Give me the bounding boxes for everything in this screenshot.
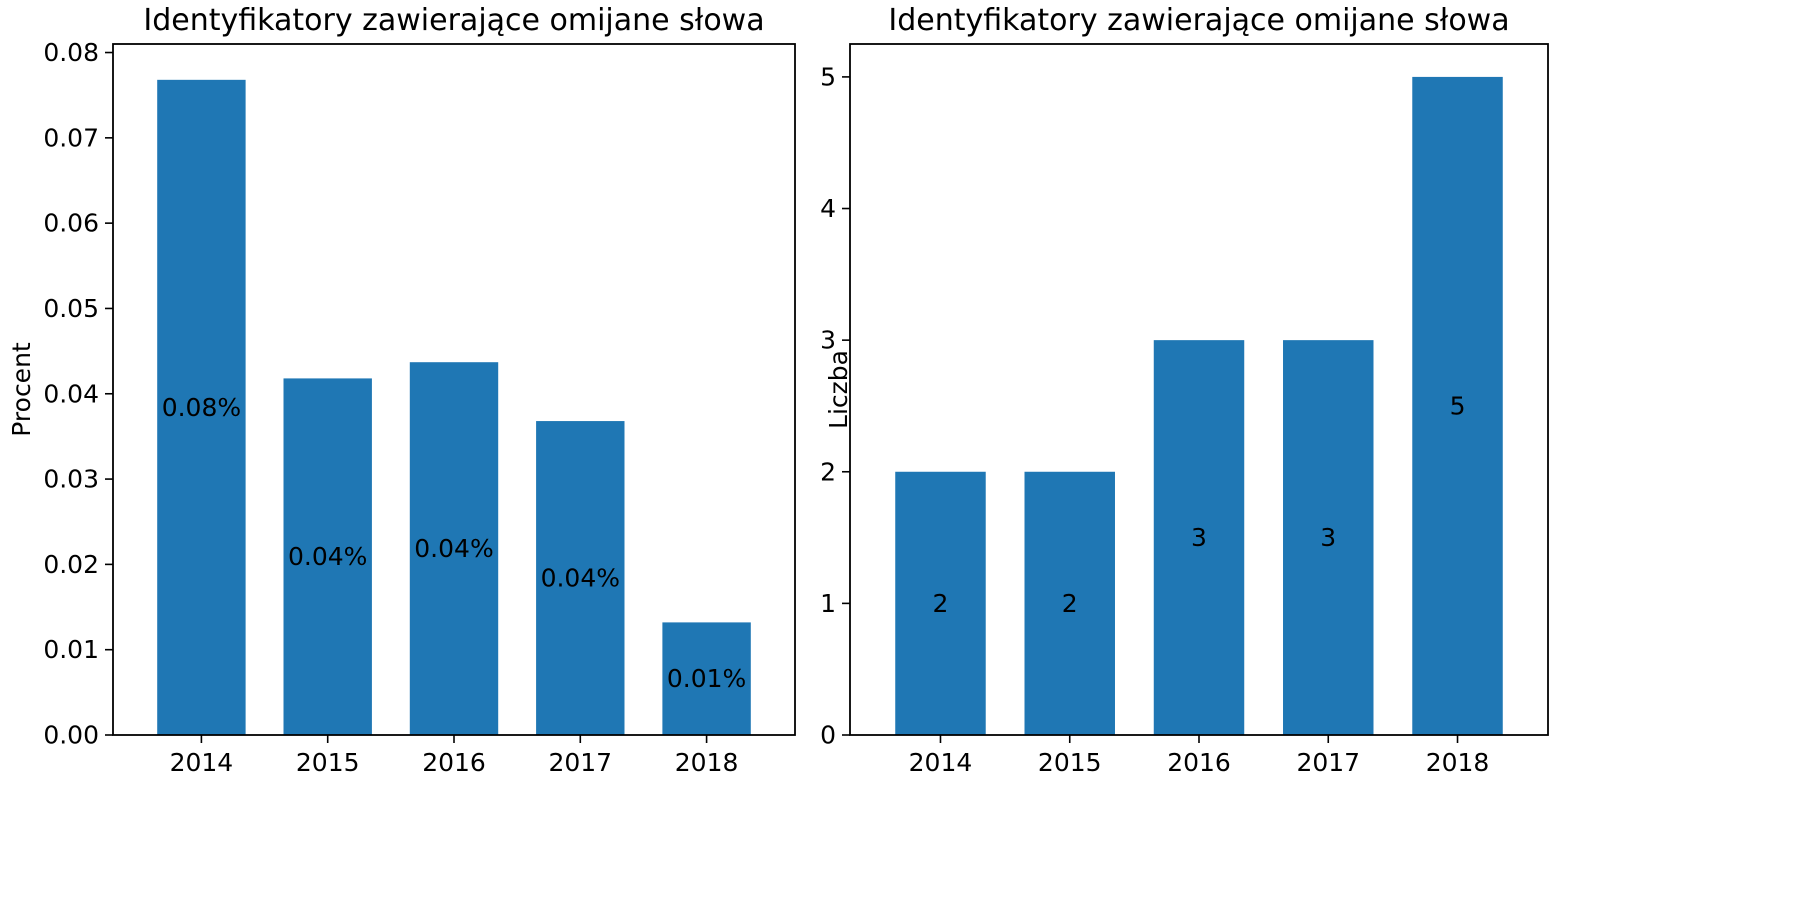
data-label-2014: 0.08% — [162, 393, 241, 422]
bar-2014 — [157, 79, 246, 735]
chart-title: Identyfikatory zawierające omijane słowa — [888, 3, 1509, 38]
data-label-2017: 3 — [1320, 523, 1336, 552]
bar-2017 — [1283, 340, 1374, 735]
bar-2015 — [283, 378, 372, 735]
chart-title: Identyfikatory zawierające omijane słowa — [143, 3, 764, 38]
y-tick-label: 0.03 — [43, 465, 99, 494]
data-label-2016: 3 — [1191, 523, 1207, 552]
data-label-2015: 0.04% — [288, 542, 367, 571]
y-axis-label: Procent — [7, 342, 36, 437]
x-tick-label: 2014 — [170, 748, 234, 777]
bar-2018 — [662, 622, 751, 735]
y-tick-label: 1 — [820, 589, 836, 618]
y-tick-label: 0 — [820, 721, 836, 750]
chart-left-percent: Identyfikatory zawierające omijane słowa… — [7, 3, 796, 777]
y-tick-label: 0.08 — [43, 38, 99, 67]
y-tick-label: 0.06 — [43, 209, 99, 238]
data-label-2016: 0.04% — [414, 534, 493, 563]
data-label-2018: 5 — [1450, 391, 1466, 420]
x-tick-label: 2016 — [1167, 748, 1231, 777]
y-tick-label: 2 — [820, 457, 836, 486]
y-tick-label: 0.04 — [43, 379, 99, 408]
data-label-2017: 0.04% — [541, 564, 620, 593]
bar-2016 — [1153, 340, 1245, 735]
data-label-2014: 2 — [933, 589, 949, 618]
y-tick-label: 5 — [820, 62, 836, 91]
y-tick-label: 0.02 — [43, 550, 99, 579]
data-label-2018: 0.01% — [667, 664, 746, 693]
y-tick-label: 0.07 — [43, 123, 99, 152]
y-tick-label: 3 — [820, 326, 836, 355]
y-axis-label: Liczba — [824, 350, 853, 429]
x-tick-label: 2014 — [909, 748, 973, 777]
data-label-2015: 2 — [1062, 589, 1078, 618]
x-tick-label: 2018 — [1426, 748, 1490, 777]
chart-right-count: Identyfikatory zawierające omijane słowa… — [820, 3, 1549, 777]
x-tick-label: 2018 — [675, 748, 739, 777]
bar-2017 — [536, 421, 625, 735]
x-tick-label: 2015 — [1038, 748, 1102, 777]
y-tick-label: 0.01 — [43, 635, 99, 664]
bar-2016 — [409, 362, 499, 735]
bar-2015 — [1024, 471, 1115, 735]
y-tick-label: 4 — [820, 194, 836, 223]
bar-2018 — [1412, 76, 1503, 735]
bar-2014 — [895, 471, 986, 735]
y-tick-label: 0.05 — [43, 294, 99, 323]
x-tick-label: 2015 — [296, 748, 360, 777]
x-tick-label: 2016 — [422, 748, 486, 777]
x-tick-label: 2017 — [548, 748, 612, 777]
x-tick-label: 2017 — [1296, 748, 1360, 777]
y-tick-label: 0.00 — [43, 721, 99, 750]
